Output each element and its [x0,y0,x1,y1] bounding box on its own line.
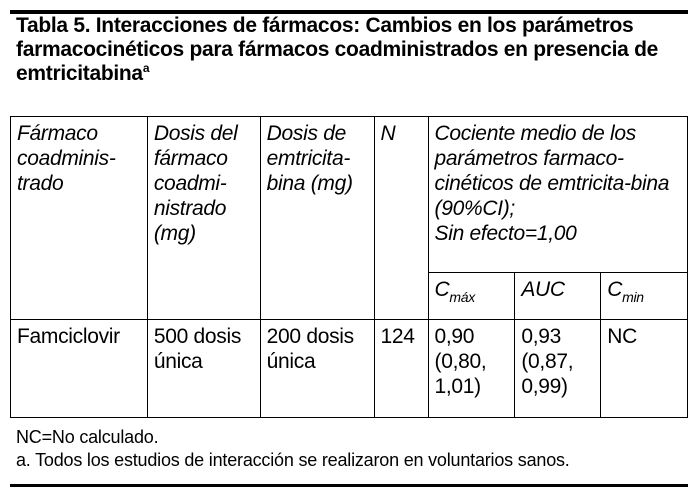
header-row: Fármaco coadminis-trado Dosis del fármac… [10,116,688,320]
header-cmin: Cmin [600,272,688,320]
header-no-effect: Sin efecto=1,00 [434,222,577,245]
cell-n: 124 [373,319,429,418]
cell-cmax: 0,90 (0,80, 1,01) [427,319,516,418]
cell-drug: Famciclovir [10,319,148,418]
cell-cmin: NC [600,319,688,418]
header-ratio-text: Cociente medio de los parámetros farmaco… [434,122,670,220]
cell-auc-ci: (0,87, 0,99) [521,350,574,398]
table-title: Tabla 5. Interacciones de fármacos: Camb… [16,14,686,86]
cell-emtricitabine-dose: 200 dosis única [259,319,375,418]
header-drug-dose: Dosis del fármaco coadmi-nistrado (mg) [146,116,261,320]
header-cmin-sub: min [622,289,644,305]
title-footnote-marker: a [142,61,150,75]
header-emtricitabine-dose: Dosis de emtricita-bina (mg) [259,116,375,320]
header-cmax-base: C [434,278,450,301]
cell-cmax-value: 0,90 [434,325,475,348]
header-cmax-sub: máx [449,289,475,305]
header-cmax: Cmáx [427,272,516,320]
bottom-rule [10,484,688,487]
footnotes: NC=No calculado. a. Todos los estudios d… [16,426,686,472]
header-n: N [373,116,429,320]
cell-auc: 0,93 (0,87, 0,99) [514,319,602,418]
header-drug: Fármaco coadminis-trado [10,116,148,320]
cell-drug-dose: 500 dosis única [146,319,261,418]
header-auc: AUC [514,272,602,320]
footnote-a: a. Todos los estudios de interacción se … [16,450,570,470]
header-ratio: Cociente medio de los parámetros farmaco… [427,116,688,273]
table-row: Famciclovir 500 dosis única 200 dosis ún… [10,319,688,418]
interaction-table: Fármaco coadminis-trado Dosis del fármac… [10,116,688,418]
subheader-row: Cmáx AUC Cmin [11,272,688,320]
top-rule [10,10,688,14]
cell-auc-value: 0,93 [521,325,562,348]
header-cmin-base: C [607,278,623,301]
table-title-text: Tabla 5. Interacciones de fármacos: Camb… [16,14,658,85]
cell-cmax-ci: (0,80, 1,01) [434,350,487,398]
footnote-nc: NC=No calculado. [16,427,159,447]
